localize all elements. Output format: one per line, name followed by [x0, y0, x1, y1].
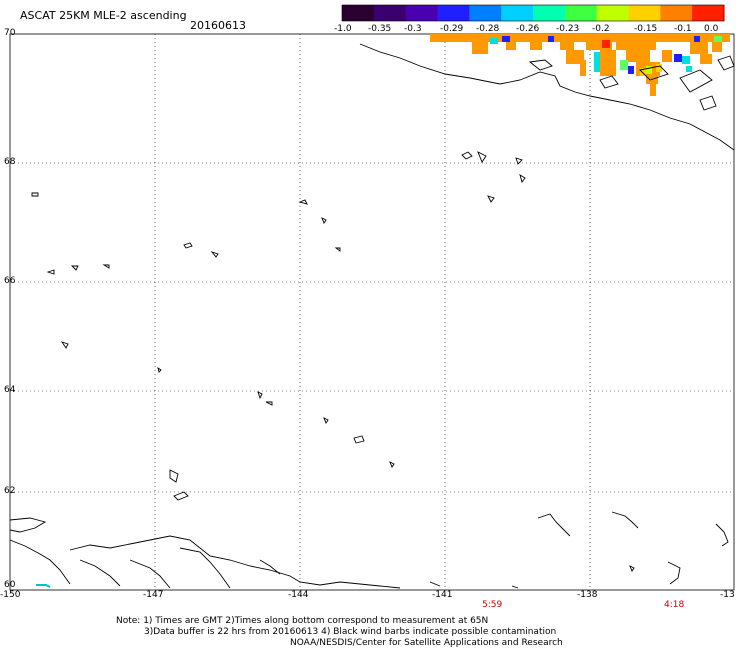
- colorbar-label: -0.2: [592, 24, 610, 34]
- swath-cell: [472, 42, 488, 54]
- swath-cell: [586, 42, 612, 50]
- swath-cell: [430, 34, 730, 42]
- lon-label: -147: [143, 590, 164, 600]
- lon-label: -150: [0, 590, 21, 600]
- colorbar-swatch: [628, 5, 661, 21]
- swath-cell: [714, 36, 722, 42]
- swath-cell: [602, 40, 610, 48]
- swath-cell: [620, 60, 628, 70]
- scatterometer-swath: [430, 34, 730, 96]
- note-line-1: Note: 1) Times are GMT 2)Times along bot…: [116, 616, 489, 626]
- swath-cell: [640, 68, 646, 76]
- map-date: 20160613: [190, 19, 246, 32]
- colorbar-label: -0.15: [634, 24, 658, 34]
- colorbar-swatch: [405, 5, 438, 21]
- colorbar: [341, 4, 725, 22]
- swath-cell: [700, 54, 712, 64]
- colorbar-swatch: [692, 5, 725, 21]
- colorbar-swatch: [437, 5, 470, 21]
- lon-label: -141: [432, 590, 453, 600]
- swath-cell: [646, 66, 652, 74]
- swath-cell: [530, 42, 542, 50]
- colorbar-label: 0.0: [704, 24, 719, 34]
- swath-cell: [506, 42, 516, 50]
- swath-cell: [594, 52, 600, 72]
- swath-cell: [566, 50, 584, 64]
- colorbar-label: -0.3: [404, 24, 422, 34]
- colorbar-swatch: [501, 5, 534, 21]
- swath-cell: [628, 66, 634, 74]
- colorbar-swatch: [342, 5, 375, 21]
- lat-label: 66: [4, 276, 16, 286]
- swath-cell: [580, 60, 586, 76]
- graticule: [10, 34, 734, 590]
- swath-cell: [686, 66, 692, 72]
- swath-cell: [650, 84, 656, 96]
- colorbar-label: -0.35: [368, 24, 392, 34]
- map-title: ASCAT 25KM MLE-2 ascending: [20, 9, 187, 22]
- swath-cell: [548, 36, 554, 42]
- swath-cell: [674, 54, 682, 62]
- swath-cell: [694, 36, 700, 42]
- colorbar-label: -0.28: [476, 24, 500, 34]
- swath-cell: [656, 64, 662, 72]
- swath-cell: [662, 50, 672, 62]
- colorbar-label: -0.26: [516, 24, 540, 34]
- colorbar-swatch: [564, 5, 598, 21]
- swath-cell: [682, 56, 690, 64]
- colorbar-label: -0.29: [440, 24, 464, 34]
- pass-time-label: 5:59: [482, 600, 503, 610]
- swath-cell: [690, 42, 708, 54]
- lat-label: 62: [4, 486, 16, 496]
- swath-cell: [490, 38, 498, 44]
- lat-label: 68: [4, 157, 16, 167]
- swath-cell: [616, 40, 656, 50]
- colorbar-labels: -1.0 -0.35 -0.3 -0.29 -0.28 -0.26 -0.23 …: [334, 24, 734, 36]
- note-line-2: 3)Data buffer is 22 hrs from 20160613 4)…: [144, 627, 557, 637]
- coastlines: [9, 43, 735, 589]
- lon-label: -144: [288, 590, 309, 600]
- map-frame: [9, 33, 735, 591]
- colorbar-label: -0.1: [674, 24, 692, 34]
- colorbar-swatch: [469, 5, 502, 21]
- colorbar-frame: [341, 4, 725, 22]
- swath-cell: [600, 50, 616, 76]
- lon-label: -138: [577, 590, 598, 600]
- lon-label: -13: [720, 590, 735, 600]
- swath-cell: [502, 36, 510, 42]
- swath-cell: [560, 42, 574, 50]
- colorbar-label: -1.0: [334, 24, 352, 34]
- pass-time-label: 4:18: [664, 600, 685, 610]
- swath-cell: [626, 50, 650, 62]
- note-line-3: NOAA/NESDIS/Center for Satellite Applica…: [290, 638, 563, 648]
- cyan-marker: [36, 584, 51, 588]
- colorbar-swatch: [660, 5, 693, 21]
- lat-label: 60: [4, 580, 16, 590]
- lat-label: 64: [4, 385, 16, 395]
- lat-label: 70: [4, 28, 16, 38]
- swath-cell: [712, 42, 722, 52]
- colorbar-swatch: [533, 5, 566, 21]
- colorbar-swatch: [596, 5, 629, 21]
- colorbar-swatch: [373, 5, 407, 21]
- colorbar-label: -0.23: [556, 24, 580, 34]
